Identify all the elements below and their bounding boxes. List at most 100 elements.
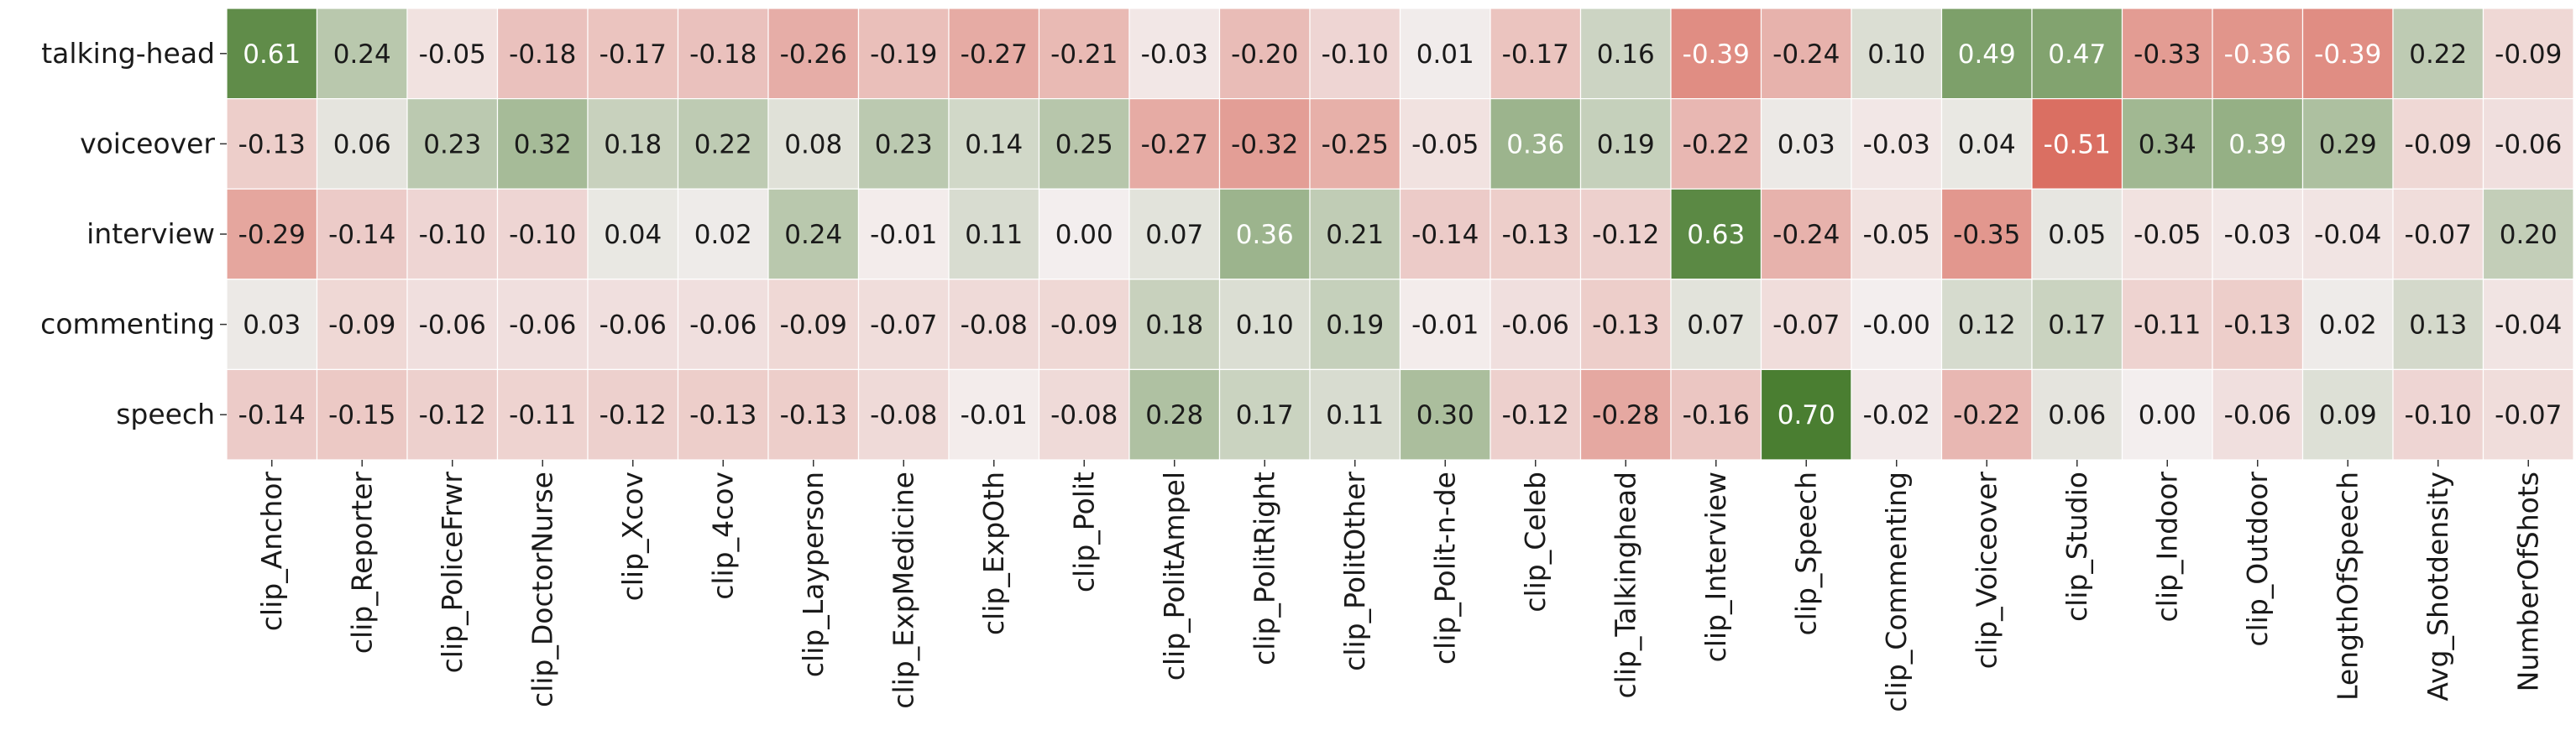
heatmap-cell bbox=[2212, 8, 2304, 100]
heatmap-cell bbox=[2392, 188, 2484, 280]
cell-value-label: 0.05 bbox=[2048, 220, 2106, 250]
heatmap-cell bbox=[2482, 188, 2574, 280]
cell-value-label: 0.16 bbox=[1597, 39, 1655, 70]
heatmap-cell bbox=[496, 8, 589, 100]
heatmap-cell bbox=[226, 8, 318, 100]
heatmap-cell bbox=[1490, 8, 1582, 100]
cell-value-label: -0.13 bbox=[1502, 220, 1569, 250]
cell-value-label: 0.63 bbox=[1687, 220, 1745, 250]
cell-value-label: 0.70 bbox=[1778, 400, 1835, 430]
cell-value-label: 0.00 bbox=[1055, 220, 1113, 250]
heatmap-cell bbox=[1670, 8, 1762, 100]
cell-value-label: -0.10 bbox=[509, 220, 576, 250]
cell-value-label: -0.09 bbox=[2495, 39, 2562, 70]
heatmap-cell bbox=[2121, 8, 2213, 100]
cell-value-label: -0.08 bbox=[1050, 400, 1118, 430]
heatmap-cell bbox=[2301, 279, 2394, 370]
cell-value-label: -0.06 bbox=[419, 310, 486, 341]
heatmap-cell bbox=[1128, 97, 1221, 190]
cell-value-label: 0.49 bbox=[1958, 39, 2016, 70]
column-label: clip_4cov bbox=[706, 472, 739, 600]
cell-value-label: -0.11 bbox=[2134, 310, 2201, 341]
cell-value-label: -0.39 bbox=[2314, 39, 2381, 70]
cell-value-label: 0.39 bbox=[2228, 129, 2286, 159]
heatmap-cell bbox=[1851, 279, 1943, 370]
heatmap-cell bbox=[1399, 97, 1491, 190]
heatmap-cell bbox=[2301, 368, 2394, 461]
cell-value-label: -0.12 bbox=[599, 400, 667, 430]
column-label: clip_Xcov bbox=[616, 472, 649, 601]
heatmap-cell bbox=[2392, 368, 2484, 461]
heatmap-cell bbox=[2031, 188, 2123, 280]
heatmap-cell bbox=[2482, 368, 2574, 461]
cell-value-label: -0.19 bbox=[870, 39, 937, 70]
heatmap-cell bbox=[1218, 8, 1311, 100]
heatmap-cell bbox=[496, 279, 589, 370]
heatmap-cell bbox=[1760, 188, 1852, 280]
cell-value-label: -0.32 bbox=[1231, 129, 1298, 159]
heatmap-cell bbox=[1579, 368, 1672, 461]
heatmap-cell bbox=[316, 8, 408, 100]
heatmap-cell bbox=[1670, 97, 1762, 190]
cell-value-label: -0.01 bbox=[870, 220, 937, 250]
heatmap-cell bbox=[948, 368, 1040, 461]
cell-value-label: -0.07 bbox=[2495, 400, 2562, 430]
cell-value-label: -0.03 bbox=[1863, 129, 1930, 159]
cell-value-label: -0.12 bbox=[1592, 220, 1659, 250]
cell-value-label: 0.03 bbox=[1778, 129, 1835, 159]
cell-value-label: -0.02 bbox=[1863, 400, 1930, 430]
heatmap-cell bbox=[496, 368, 589, 461]
heatmap-cell bbox=[226, 97, 318, 190]
heatmap-cell bbox=[1851, 97, 1943, 190]
heatmap-cell bbox=[1579, 188, 1672, 280]
heatmap-cell bbox=[587, 8, 679, 100]
heatmap-cells: 0.61 0.24 -0.05 -0.18 -0.17 -0.18 -0.26 -0.19 -0… bbox=[226, 8, 2574, 461]
heatmap-cell bbox=[1038, 97, 1130, 190]
cell-value-label: -0.39 bbox=[1683, 39, 1750, 70]
column-label: clip_ExpMedicine bbox=[887, 472, 919, 709]
heatmap-cell bbox=[767, 279, 860, 370]
cell-value-label: 0.20 bbox=[2500, 220, 2558, 250]
column-label: clip_PolitOther bbox=[1338, 472, 1371, 671]
cell-value-label: -0.03 bbox=[1141, 39, 1208, 70]
heatmap-cell bbox=[1309, 279, 1401, 370]
cell-value-label: -0.27 bbox=[961, 39, 1028, 70]
heatmap-cell bbox=[857, 279, 950, 370]
heatmap-cell bbox=[1940, 279, 2033, 370]
cell-value-label: -0.06 bbox=[1502, 310, 1569, 341]
heatmap-cell bbox=[948, 97, 1040, 190]
heatmap-cell bbox=[1851, 368, 1943, 461]
cell-value-label: 0.13 bbox=[2409, 310, 2467, 341]
heatmap-cell bbox=[1038, 8, 1130, 100]
row-labels: talking-head voiceover interview commenting… bbox=[40, 37, 227, 430]
heatmap-cell bbox=[1579, 97, 1672, 190]
cell-value-label: -0.15 bbox=[328, 400, 395, 430]
heatmap-cell bbox=[1038, 279, 1130, 370]
cell-value-label: -0.07 bbox=[2405, 220, 2472, 250]
column-label: clip_Talkinghead bbox=[1609, 472, 1641, 699]
column-label: clip_Speech bbox=[1789, 472, 1822, 636]
heatmap-cell bbox=[1940, 188, 2033, 280]
heatmap-cell bbox=[1490, 368, 1582, 461]
heatmap-cell bbox=[2031, 368, 2123, 461]
heatmap-cell bbox=[1218, 188, 1311, 280]
heatmap-cell bbox=[1128, 368, 1221, 461]
heatmap-cell bbox=[587, 188, 679, 280]
cell-value-label: 0.24 bbox=[333, 39, 391, 70]
cell-value-label: -0.14 bbox=[238, 400, 306, 430]
cell-value-label: 0.34 bbox=[2139, 129, 2196, 159]
cell-value-label: -0.36 bbox=[2224, 39, 2291, 70]
heatmap-cell bbox=[2301, 97, 2394, 190]
column-label: clip_Polit-n-de bbox=[1428, 472, 1461, 665]
heatmap-cell bbox=[406, 8, 499, 100]
cell-value-label: 0.29 bbox=[2319, 129, 2377, 159]
column-label: clip_Commenting bbox=[1880, 472, 1913, 712]
cell-value-label: -0.12 bbox=[1502, 400, 1569, 430]
cell-value-label: 0.28 bbox=[1145, 400, 1203, 430]
heatmap-cell bbox=[2121, 279, 2213, 370]
cell-value-label: 0.14 bbox=[965, 129, 1023, 159]
cell-value-label: 0.12 bbox=[1958, 310, 2016, 341]
cell-value-label: -0.13 bbox=[689, 400, 757, 430]
heatmap-cell bbox=[2121, 97, 2213, 190]
cell-value-label: 0.18 bbox=[604, 129, 662, 159]
